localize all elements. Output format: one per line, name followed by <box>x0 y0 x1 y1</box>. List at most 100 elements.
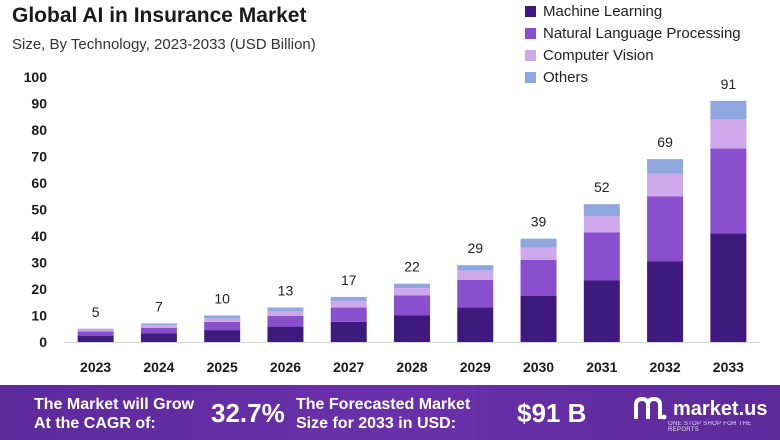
bar-total-label: 91 <box>721 76 737 92</box>
bar-segment-computer-vision <box>267 310 304 317</box>
bar-segment-computer-vision <box>394 288 430 296</box>
x-tick-label: 2026 <box>270 359 301 375</box>
legend-label-machine-learning: Machine Learning <box>543 2 663 20</box>
bar-segment-nlp <box>647 196 684 262</box>
stacked-bar-chart: 0102030405060708090100520237202410202513… <box>24 69 760 375</box>
forecast-caption: The Forecasted Market Size for 2033 in U… <box>296 395 470 433</box>
legend-swatch-machine-learning <box>525 5 536 17</box>
y-tick-label: 0 <box>39 334 47 350</box>
y-tick-label: 40 <box>31 228 47 244</box>
bar-segment-computer-vision <box>140 325 177 328</box>
bar-total-label: 29 <box>467 240 483 256</box>
bar-segment-machine-learning <box>204 330 241 342</box>
bar-segment-computer-vision <box>204 318 241 322</box>
bar-segment-nlp <box>77 331 114 336</box>
bar-segment-machine-learning <box>394 315 430 342</box>
x-tick-label: 2029 <box>460 359 491 375</box>
bar-segment-others <box>204 315 241 319</box>
x-tick-label: 2030 <box>523 359 554 375</box>
bar-segment-computer-vision <box>330 300 367 308</box>
legend-item-machine-learning: Machine Learning <box>525 0 741 22</box>
y-tick-label: 60 <box>31 175 47 191</box>
legend-label-others: Others <box>543 68 589 86</box>
bar-segment-nlp <box>520 259 557 296</box>
forecast-value: $91 B <box>517 398 587 428</box>
legend-swatch-others <box>525 71 536 83</box>
y-tick-label: 100 <box>24 69 48 85</box>
y-tick-label: 20 <box>31 281 47 297</box>
bar-segment-computer-vision <box>710 119 747 149</box>
legend-item-nlp: Natural Language Processing <box>525 22 741 44</box>
forecast-caption-line1: The Forecasted Market <box>296 396 471 413</box>
bar-segment-machine-learning <box>647 261 684 342</box>
legend: Machine Learning Natural Language Proces… <box>525 0 741 88</box>
y-tick-label: 10 <box>31 308 47 324</box>
bar-segment-others <box>77 328 114 330</box>
legend-swatch-nlp <box>525 27 536 39</box>
legend-swatch-computer-vision <box>525 49 536 61</box>
bar-segment-computer-vision <box>520 247 557 260</box>
bar-total-label: 39 <box>531 214 547 230</box>
x-tick-label: 2032 <box>650 359 681 375</box>
bar-segment-others <box>457 265 494 271</box>
bar-segment-nlp <box>140 327 177 334</box>
legend-item-computer-vision: Computer Vision <box>525 44 741 66</box>
x-tick-label: 2028 <box>396 359 427 375</box>
bar-segment-machine-learning <box>77 335 114 342</box>
x-tick-label: 2033 <box>713 359 744 375</box>
cagr-value: 32.7% <box>211 398 285 428</box>
x-tick-label: 2024 <box>143 359 174 375</box>
bar-segment-others <box>583 204 620 217</box>
bar-segment-machine-learning <box>520 295 557 342</box>
bar-total-label: 69 <box>657 134 673 150</box>
bar-total-label: 5 <box>92 304 100 320</box>
bar-segment-others <box>710 100 747 120</box>
bar-segment-computer-vision <box>647 173 684 197</box>
bar-segment-others <box>394 283 430 289</box>
x-tick-label: 2027 <box>333 359 364 375</box>
market-us-logo-icon <box>634 396 667 420</box>
bar-segment-nlp <box>330 307 367 322</box>
bar-segment-computer-vision <box>583 216 620 233</box>
y-tick-label: 90 <box>31 96 47 112</box>
y-tick-label: 70 <box>31 149 47 165</box>
bar-segment-others <box>267 307 304 311</box>
bar-total-label: 13 <box>278 283 294 299</box>
x-tick-label: 2023 <box>80 359 111 375</box>
bar-segment-nlp <box>583 232 620 281</box>
brand-tagline: ONE STOP SHOP FOR THE REPORTS <box>668 421 752 433</box>
bar-segment-nlp <box>267 316 304 327</box>
y-tick-label: 80 <box>31 122 47 138</box>
bar-segment-others <box>140 323 177 326</box>
bar-segment-nlp <box>457 279 494 308</box>
bar-total-label: 22 <box>404 259 420 275</box>
y-tick-label: 50 <box>31 202 47 218</box>
cagr-caption-line1: The Market will Grow <box>34 396 195 413</box>
x-tick-label: 2031 <box>586 359 617 375</box>
y-tick-label: 30 <box>31 255 47 271</box>
chart-title: Global AI in Insurance Market <box>12 4 307 27</box>
bar-segment-machine-learning <box>267 326 304 342</box>
brand-logo: market.us <box>633 395 768 423</box>
bar-segment-computer-vision <box>457 270 494 280</box>
bar-segment-nlp <box>394 295 430 316</box>
bar-total-label: 17 <box>341 272 357 288</box>
legend-label-computer-vision: Computer Vision <box>543 46 654 64</box>
bar-total-label: 52 <box>594 179 610 195</box>
cagr-caption: The Market will Grow At the CAGR of: <box>34 395 194 433</box>
bar-segment-nlp <box>204 321 241 331</box>
bar-segment-machine-learning <box>457 307 494 342</box>
cagr-caption-line2: At the CAGR of: <box>34 415 156 432</box>
bar-total-label: 7 <box>155 298 163 314</box>
legend-item-others: Others <box>525 66 741 88</box>
bar-segment-nlp <box>710 148 747 234</box>
bar-segment-others <box>330 296 367 301</box>
footer-banner: The Market will Grow At the CAGR of: 32.… <box>0 385 780 440</box>
x-tick-label: 2025 <box>207 359 238 375</box>
forecast-caption-line2: Size for 2033 in USD: <box>296 415 457 432</box>
bar-segment-machine-learning <box>710 233 747 342</box>
chart-subtitle: Size, By Technology, 2023-2033 (USD Bill… <box>12 36 316 53</box>
bar-segment-machine-learning <box>583 280 620 342</box>
bar-segment-others <box>647 159 684 174</box>
